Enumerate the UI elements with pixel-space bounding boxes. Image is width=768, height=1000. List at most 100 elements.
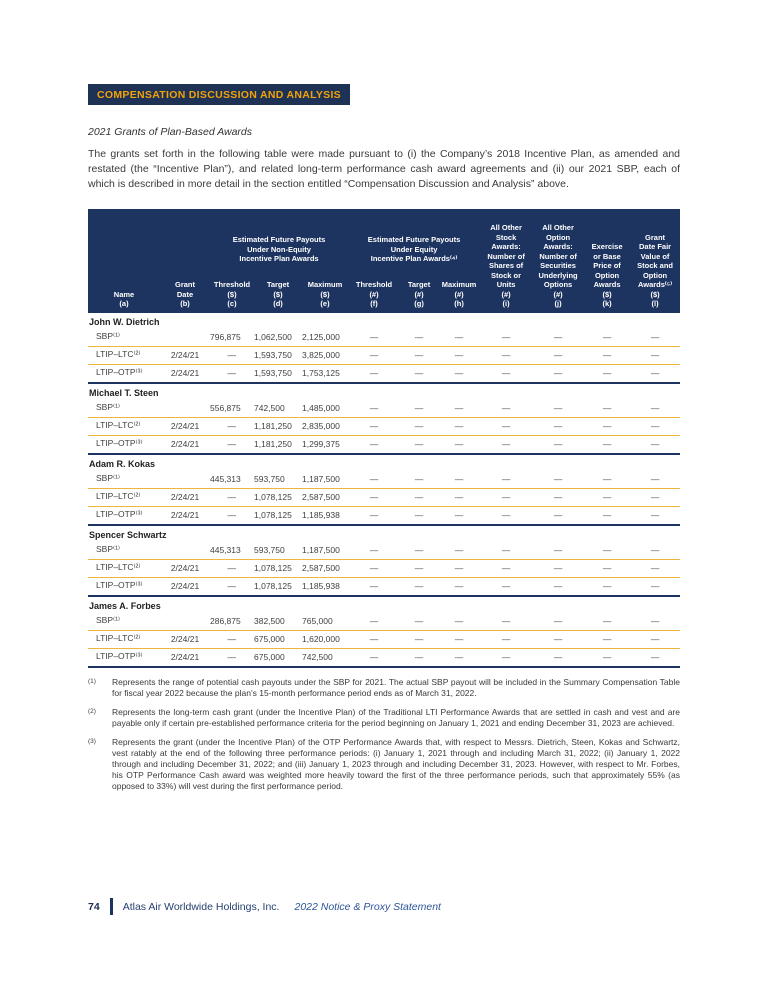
cell-g: — <box>400 364 439 384</box>
cell-e: 2,125,000 <box>302 328 349 347</box>
cell-h: — <box>438 470 481 489</box>
col-header-grant-date: Grant Date (b) <box>160 209 210 313</box>
cell-l: — <box>630 648 681 668</box>
cell-b <box>160 399 210 418</box>
cell-j: — <box>532 346 585 365</box>
footnote-marker: (1) <box>88 677 96 685</box>
cell-j: — <box>532 559 585 578</box>
col-header-target-num: Target (#) (g) <box>400 267 439 313</box>
cell-a: LTIP–LTC⁽²⁾ <box>88 630 160 649</box>
cell-i: — <box>480 506 533 526</box>
cell-j: — <box>532 435 585 455</box>
cell-a: LTIP–OTP⁽³⁾ <box>88 435 160 455</box>
cell-j: — <box>532 488 585 507</box>
cell-g: — <box>400 488 439 507</box>
cell-j: — <box>532 328 585 347</box>
cell-k: — <box>584 541 631 560</box>
cell-d: 1,593,750 <box>254 364 302 384</box>
footnote-text: Represents the long-term cash grant (und… <box>112 706 680 728</box>
col-header-name: Name (a) <box>88 209 160 313</box>
cell-g: — <box>400 417 439 436</box>
col-group-equity: Estimated Future Payouts Under Equity In… <box>348 209 481 268</box>
cell-f: — <box>348 559 401 578</box>
cell-d: 593,750 <box>254 541 302 560</box>
cell-j: — <box>532 506 585 526</box>
cell-b: 2/24/21 <box>160 435 210 455</box>
cell-g: — <box>400 559 439 578</box>
cell-e: 2,587,500 <box>302 559 349 578</box>
cell-f: — <box>348 470 401 489</box>
cell-h: — <box>438 577 481 597</box>
cell-l: — <box>630 417 681 436</box>
cell-b: 2/24/21 <box>160 364 210 384</box>
section-heading: 2021 Grants of Plan-Based Awards <box>88 126 253 138</box>
cell-c: — <box>210 648 254 668</box>
cell-c: — <box>210 346 254 365</box>
footnote-marker: (3) <box>88 737 96 745</box>
cell-c: — <box>210 364 254 384</box>
cell-k: — <box>584 488 631 507</box>
cell-j: — <box>532 541 585 560</box>
cell-e: 1,299,375 <box>302 435 349 455</box>
company-name: Atlas Air Worldwide Holdings, Inc. <box>122 900 280 913</box>
table-row: SBP⁽¹⁾ 445,313 593,750 1,187,500— — — — — — — <box>88 541 681 560</box>
cell-e: 1,485,000 <box>302 399 349 418</box>
cell-i: — <box>480 435 533 455</box>
table-row: LTIP–LTC⁽²⁾ 2/24/21—675,000 1,620,000— — — — —… <box>88 630 681 649</box>
col-header-stock-awards: All Other Stock Awards: Number of Shares… <box>480 209 533 313</box>
cell-l: — <box>630 399 681 418</box>
cell-l: — <box>630 559 681 578</box>
table-row: LTIP–OTP⁽³⁾ 2/24/21—675,000 742,500— — — — — — — <box>88 648 681 668</box>
cell-k: — <box>584 399 631 418</box>
table-row: LTIP–OTP⁽³⁾ 2/24/21—1,078,125 1,185,938— — —… <box>88 577 681 597</box>
cell-j: — <box>532 630 585 649</box>
cell-d: 1,181,250 <box>254 435 302 455</box>
cell-h: — <box>438 346 481 365</box>
cell-g: — <box>400 648 439 668</box>
cell-e: 3,825,000 <box>302 346 349 365</box>
cell-f: — <box>348 577 401 597</box>
officer-name-row: John W. Dietrich <box>88 313 680 329</box>
table-body: John W. Dietrich SBP⁽¹⁾ 796,875 1,062,500 2,… <box>88 313 681 668</box>
cell-k: — <box>584 612 631 631</box>
cell-f: — <box>348 506 401 526</box>
cell-d: 1,078,125 <box>254 506 302 526</box>
officer-name-row: Adam R. Kokas <box>88 454 680 471</box>
cell-d: 1,181,250 <box>254 417 302 436</box>
cell-g: — <box>400 541 439 560</box>
officer-name: Michael T. Steen <box>89 387 159 398</box>
cell-a: SBP⁽¹⁾ <box>88 399 160 418</box>
cell-g: — <box>400 506 439 526</box>
cell-b <box>160 612 210 631</box>
cell-c: — <box>210 559 254 578</box>
cell-j: — <box>532 648 585 668</box>
cell-g: — <box>400 328 439 347</box>
cell-d: 1,078,125 <box>254 577 302 597</box>
cell-b: 2/24/21 <box>160 648 210 668</box>
cell-c: — <box>210 577 254 597</box>
table-row: LTIP–OTP⁽³⁾ 2/24/21—1,078,125 1,185,938— — —… <box>88 506 681 526</box>
cell-g: — <box>400 346 439 365</box>
footnote-3: (3) Represents the grant (under the Ince… <box>88 737 680 792</box>
cell-h: — <box>438 364 481 384</box>
cell-k: — <box>584 506 631 526</box>
cell-i: — <box>480 541 533 560</box>
footnote-text: Represents the range of potential cash p… <box>112 676 680 698</box>
officer-name: James A. Forbes <box>89 600 161 611</box>
cell-b: 2/24/21 <box>160 630 210 649</box>
officer-name: John W. Dietrich <box>89 316 160 327</box>
cell-i: — <box>480 488 533 507</box>
cell-a: LTIP–LTC⁽²⁾ <box>88 488 160 507</box>
cell-d: 593,750 <box>254 470 302 489</box>
cell-k: — <box>584 346 631 365</box>
cell-h: — <box>438 435 481 455</box>
col-group-non-equity: Estimated Future Payouts Under Non-Equit… <box>210 209 349 268</box>
cell-f: — <box>348 648 401 668</box>
cell-d: 382,500 <box>254 612 302 631</box>
footnotes: (1) Represents the range of potential ca… <box>88 677 680 792</box>
cell-c: 445,313 <box>210 541 254 560</box>
page: COMPENSATION DISCUSSION AND ANALYSIS 202… <box>88 84 681 792</box>
cell-b: 2/24/21 <box>160 506 210 526</box>
cell-f: — <box>348 399 401 418</box>
cell-f: — <box>348 328 401 347</box>
